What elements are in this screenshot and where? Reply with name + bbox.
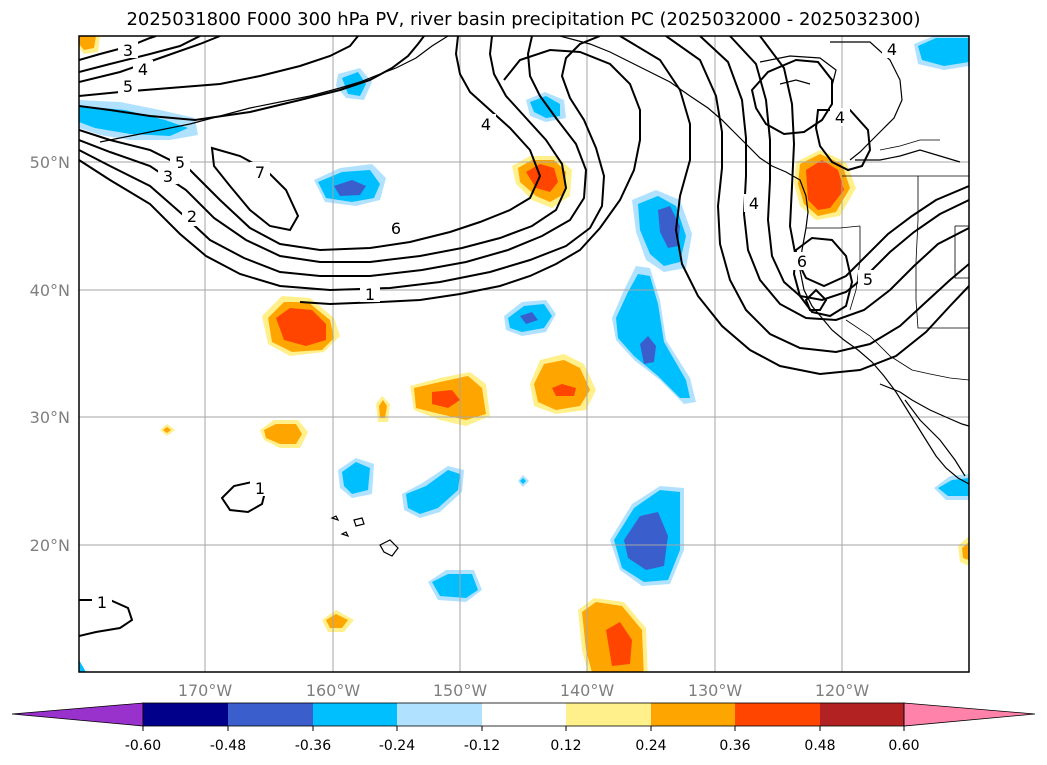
map-frame-bg: [79, 36, 969, 672]
precip-anomaly-positive: [606, 622, 632, 666]
contour-label: 1: [255, 479, 265, 498]
lon-label: 120°W: [815, 681, 870, 700]
contour-label: 1: [365, 285, 375, 304]
precip-anomaly-negative: [334, 180, 366, 196]
precip-anomaly-negative: [79, 660, 86, 672]
colorbar-tick: 0.36: [719, 738, 750, 754]
colorbar-segment: [313, 703, 397, 726]
contour-label: 4: [749, 194, 759, 213]
colorbar-segment: [143, 703, 228, 726]
precip-anomaly-negative: [520, 478, 526, 484]
colorbar-tick: 0.48: [804, 738, 835, 754]
contour-label: 6: [797, 252, 807, 271]
precip-anomaly-positive: [552, 384, 576, 396]
map-frame: [78, 35, 970, 673]
lat-label: 40°N: [30, 281, 70, 300]
coastlines: [99, 36, 969, 557]
longitude-labels: 170°W 160°W 150°W 140°W 130°W 120°W: [178, 681, 870, 700]
precip-anomaly-positive: [526, 164, 558, 192]
precip-anomaly-negative: [918, 38, 969, 66]
lon-label: 130°W: [688, 681, 743, 700]
precip-anomaly-negative: [520, 312, 538, 324]
precip-anomaly-positive: [806, 160, 844, 210]
pv-contours: [79, 36, 969, 637]
precip-anomaly-negative: [406, 470, 460, 514]
precip-anomaly-negative: [658, 206, 680, 248]
colorbar-extend-low: [11, 702, 144, 727]
lon-label: 170°W: [178, 681, 233, 700]
precip-anomaly-negative: [938, 478, 969, 496]
precip-anomaly-positive: [962, 542, 969, 560]
colorbar-tick: 0.60: [888, 738, 919, 754]
contour-label: 4: [481, 115, 491, 134]
precip-anomaly-negative: [79, 106, 188, 136]
lat-label: 50°N: [30, 153, 70, 172]
contour-label: 5: [123, 77, 133, 96]
contour-label: 3: [163, 167, 173, 186]
colorbar-tick: -0.24: [379, 738, 415, 754]
contour-label: 4: [887, 40, 897, 59]
contour-label: 7: [255, 163, 265, 182]
latitude-labels: 50°N 40°N 30°N 20°N: [30, 153, 70, 555]
pv-contour-labels: 3 4 5 5 3 2 7 6 4 1 4 4 6 5: [92, 40, 902, 612]
lat-label: 30°N: [30, 408, 70, 427]
contour-label: 4: [138, 60, 148, 79]
colorbar-segment: [482, 703, 566, 726]
contour-label: 5: [175, 153, 185, 172]
colorbar-tick: -0.60: [125, 738, 161, 754]
colorbar-tick: 0.12: [550, 738, 581, 754]
contour-label: 5: [863, 270, 873, 289]
lon-label: 140°W: [560, 681, 615, 700]
contour-label: 2: [187, 207, 197, 226]
precip-anomaly-positive: [432, 390, 460, 408]
colorbar-segment: [820, 703, 904, 726]
colorbar-tick: -0.36: [295, 738, 331, 754]
lon-label: 160°W: [306, 681, 361, 700]
precip-anomaly-positive: [379, 400, 387, 418]
colorbar-extend-high: [903, 702, 1036, 727]
lon-label: 150°W: [433, 681, 488, 700]
colorbar-tick: -0.48: [210, 738, 246, 754]
precip-anomaly-positive: [264, 424, 302, 444]
precip-anomaly-negative: [432, 574, 478, 598]
precip-anomaly-positive: [79, 36, 96, 50]
colorbar-segment: [228, 703, 313, 726]
colorbar: -0.60 -0.48 -0.36 -0.24 -0.12 0.12 0.24 …: [11, 702, 1036, 754]
colorbar-segment: [397, 703, 482, 726]
precip-anomaly-positive: [276, 308, 326, 346]
lat-label: 20°N: [30, 536, 70, 555]
map-title: 2025031800 F000 300 hPa PV, river basin …: [126, 9, 921, 30]
colorbar-segment: [566, 703, 651, 726]
colorbar-tick: -0.12: [464, 738, 500, 754]
precip-anomaly-negative: [640, 336, 656, 364]
contour-label: 1: [97, 593, 107, 612]
contour-label: 3: [123, 41, 133, 60]
precip-anomaly-negative: [342, 462, 370, 494]
colorbar-segment: [651, 703, 735, 726]
colorbar-tick: 0.24: [635, 738, 666, 754]
contour-label: 6: [391, 219, 401, 238]
precip-anomaly-negative: [624, 512, 668, 570]
colorbar-segment: [735, 703, 820, 726]
precip-anomaly-positive: [326, 614, 348, 628]
precip-anomaly-negative: [616, 274, 690, 398]
precip-anomaly-positive: [163, 427, 171, 433]
precipitation-shading: [79, 36, 969, 672]
graticule: [79, 36, 969, 672]
contour-label: 4: [835, 108, 845, 127]
